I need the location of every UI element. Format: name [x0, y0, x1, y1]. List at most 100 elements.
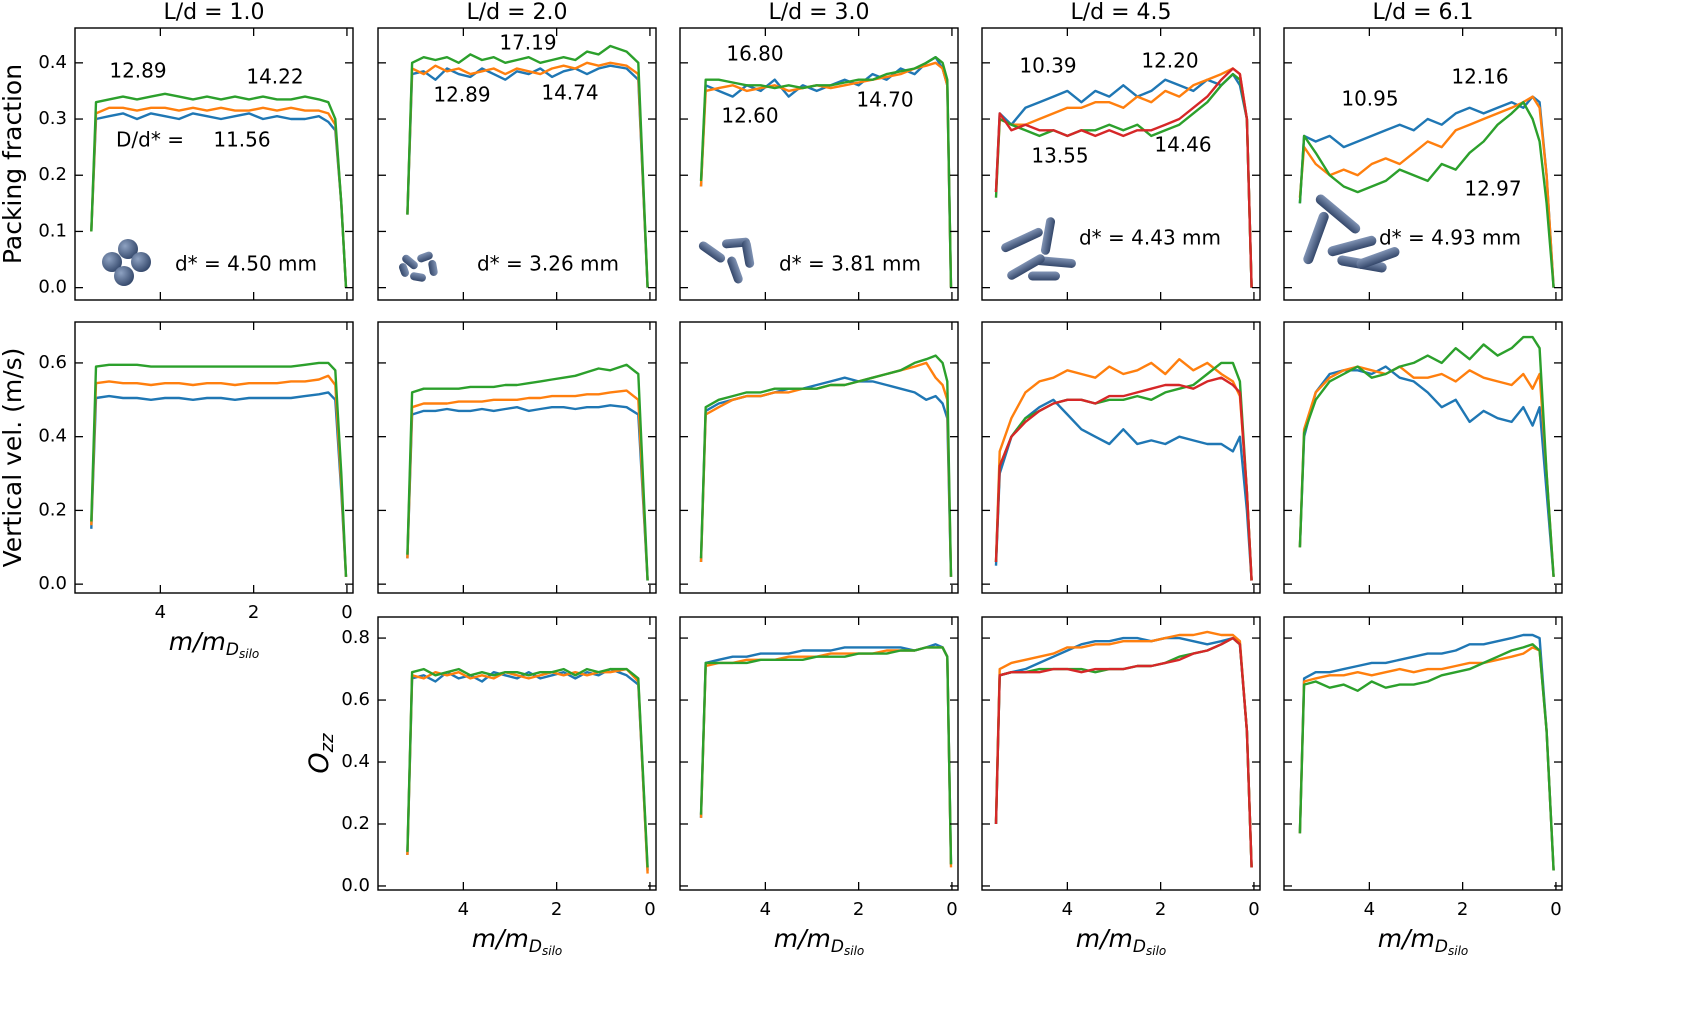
y-tick-label: 0.4	[38, 52, 67, 73]
particle-icon	[741, 240, 755, 268]
y-tick-label: 0.3	[38, 108, 67, 129]
series-line	[1298, 633, 1555, 871]
series-line	[699, 56, 953, 288]
y-axis-label: Ozz	[304, 733, 339, 774]
series-line	[406, 404, 649, 581]
annotation: 17.19	[499, 31, 556, 55]
series-line	[1298, 335, 1555, 577]
series-line	[90, 92, 348, 288]
series-line	[90, 112, 348, 288]
annotation: 12.20	[1141, 49, 1198, 73]
y-tick-label: 0.4	[341, 751, 370, 772]
x-label-sub: D	[1435, 937, 1448, 957]
x-label-sub: D	[831, 937, 844, 957]
x-tick-label: 2	[1155, 899, 1166, 920]
x-axis-label: m/mDsilo	[1076, 924, 1167, 958]
series-line	[406, 44, 649, 288]
particle-icon	[1028, 271, 1060, 281]
y-tick-label: 0.0	[341, 875, 370, 896]
particle-icon	[1356, 247, 1400, 269]
series-line	[1298, 365, 1555, 577]
x-label-sub: D	[1133, 937, 1146, 957]
particle-icon	[1327, 235, 1377, 257]
annotation: 14.70	[856, 88, 913, 112]
x-label-main: m/m	[1378, 924, 1435, 953]
y-tick-label: 0.0	[38, 277, 67, 298]
panel	[981, 321, 1261, 594]
panel-frame	[1283, 616, 1563, 891]
annotation: 12.89	[109, 59, 166, 83]
particle-icon	[118, 239, 138, 259]
y-tick-label: 0.6	[341, 689, 370, 710]
x-tick-label: 0	[1248, 899, 1259, 920]
panel: 4 2 0 m/mDsilo	[981, 616, 1261, 958]
x-tick-label: 4	[760, 899, 771, 920]
series-line	[90, 106, 348, 288]
caption: d* = 4.50 mm	[175, 252, 317, 276]
y-tick-label: 0.6	[38, 352, 67, 373]
particle-icon	[698, 241, 726, 263]
series-line	[994, 636, 1253, 868]
particle-icon	[402, 254, 418, 270]
x-tick-label: 0	[644, 899, 655, 920]
series-line	[90, 374, 348, 577]
particle-icon	[428, 260, 438, 276]
particle-icon	[1007, 254, 1045, 280]
annotation: 12.97	[1464, 177, 1521, 201]
series-line	[699, 376, 953, 577]
annotation: 12.89	[433, 83, 490, 107]
x-tick-label: 4	[458, 899, 469, 920]
particle-icon	[727, 256, 743, 284]
panel-frame	[981, 321, 1261, 594]
series-line	[90, 391, 348, 577]
panel-frame	[377, 27, 657, 301]
x-label-sub: D	[226, 640, 239, 660]
particle-icon	[1040, 217, 1056, 255]
annotation: 14.22	[246, 65, 303, 89]
y-axis-label: Vertical vel. (m/s)	[0, 348, 27, 568]
y-tick-label: 0.2	[38, 499, 67, 520]
series-line	[699, 646, 953, 865]
series-line	[90, 361, 348, 577]
series-line	[406, 667, 649, 868]
y-tick-label: 0.2	[341, 813, 370, 834]
y-label-main: O	[304, 752, 335, 773]
series-line	[406, 64, 649, 288]
column-title: L/d = 4.5	[1070, 0, 1171, 25]
annotation: 14.46	[1154, 133, 1211, 157]
particle-icon	[102, 252, 122, 272]
series-line	[1298, 95, 1555, 288]
caption: d* = 3.81 mm	[779, 252, 921, 276]
series-line	[699, 61, 953, 288]
series-line	[1298, 101, 1555, 288]
series-line	[1298, 365, 1555, 577]
caption: d* = 4.93 mm	[1379, 226, 1521, 250]
panel-frame	[1283, 321, 1563, 594]
x-axis-label: m/mDsilo	[472, 924, 563, 958]
series-line	[994, 358, 1253, 581]
particle-icon	[410, 272, 426, 282]
panel-frame	[377, 321, 657, 594]
x-axis-label: m/mDsilo	[1378, 924, 1469, 958]
y-tick-label: 0.4	[38, 426, 67, 447]
series-line	[1298, 646, 1555, 871]
series-line	[406, 61, 649, 288]
series-line	[699, 646, 953, 868]
series-line	[406, 667, 649, 871]
x-label-main: m/m	[169, 627, 226, 656]
particle-icon	[1315, 194, 1361, 234]
annotation: 13.55	[1031, 144, 1088, 168]
x-tick-label: 0	[946, 899, 957, 920]
x-tick-label: 0	[1550, 899, 1561, 920]
annotation: 12.60	[721, 104, 778, 128]
x-label-subsub: silo	[844, 944, 864, 958]
panel-frame	[377, 616, 657, 891]
x-axis-label: m/mDsilo	[169, 627, 260, 661]
annotation: 12.16	[1451, 65, 1508, 89]
series-line	[994, 361, 1253, 581]
x-tick-label: 4	[155, 602, 166, 623]
y-label-sub: zz	[317, 733, 338, 753]
panel-frame	[74, 321, 354, 594]
annotation: 11.56	[213, 128, 270, 152]
annotation: 16.80	[726, 42, 783, 66]
